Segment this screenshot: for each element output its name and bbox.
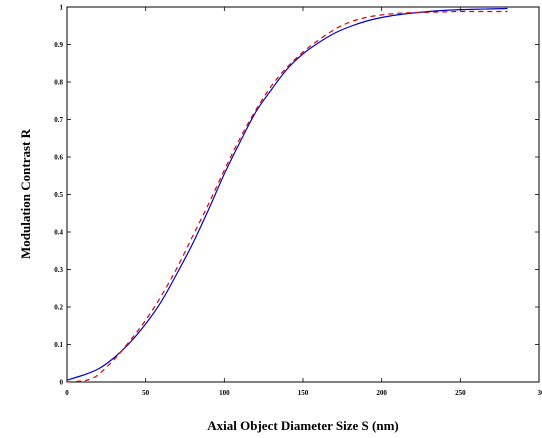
- y-tick-label: 0.3: [54, 266, 63, 274]
- x-tick-label: 200: [376, 389, 387, 397]
- y-tick-label: 0.6: [54, 154, 63, 162]
- y-tick-label: 0.9: [54, 41, 63, 49]
- x-axis-ticks: 0 50 100 150 200 250 30: [65, 7, 542, 397]
- y-tick-label: 0.1: [54, 341, 63, 349]
- plot-frame: [66, 6, 540, 383]
- y-tick-label: 0.7: [54, 116, 63, 124]
- y-tick-label: 0: [60, 379, 64, 387]
- x-tick-label: 0: [65, 389, 69, 397]
- y-tick-label: 0.5: [54, 191, 63, 199]
- y-axis-title: Modulation Contrast R: [18, 128, 33, 259]
- series-layer: [66, 7, 508, 383]
- x-tick-label: 250: [455, 389, 466, 397]
- x-tick-label: 100: [219, 389, 230, 397]
- y-tick-label: 0.4: [54, 229, 63, 237]
- x-tick-label: 150: [298, 389, 309, 397]
- x-tick-label: 50: [142, 389, 150, 397]
- y-tick-label: 0.8: [54, 79, 63, 87]
- y-tick-label: 0.2: [54, 304, 63, 312]
- y-tick-label: 1: [60, 4, 64, 12]
- y-axis-ticks: 0 0.1 0.2 0.3 0.4 0.5 0.6 0.7 0.8 0.9 1: [54, 4, 539, 387]
- series-solid-blue-line: [66, 7, 508, 381]
- series-dashed-red-line: [66, 10, 508, 383]
- x-tick-label: 30: [538, 389, 542, 397]
- x-axis-title: Axial Object Diameter Size S (nm): [207, 418, 398, 433]
